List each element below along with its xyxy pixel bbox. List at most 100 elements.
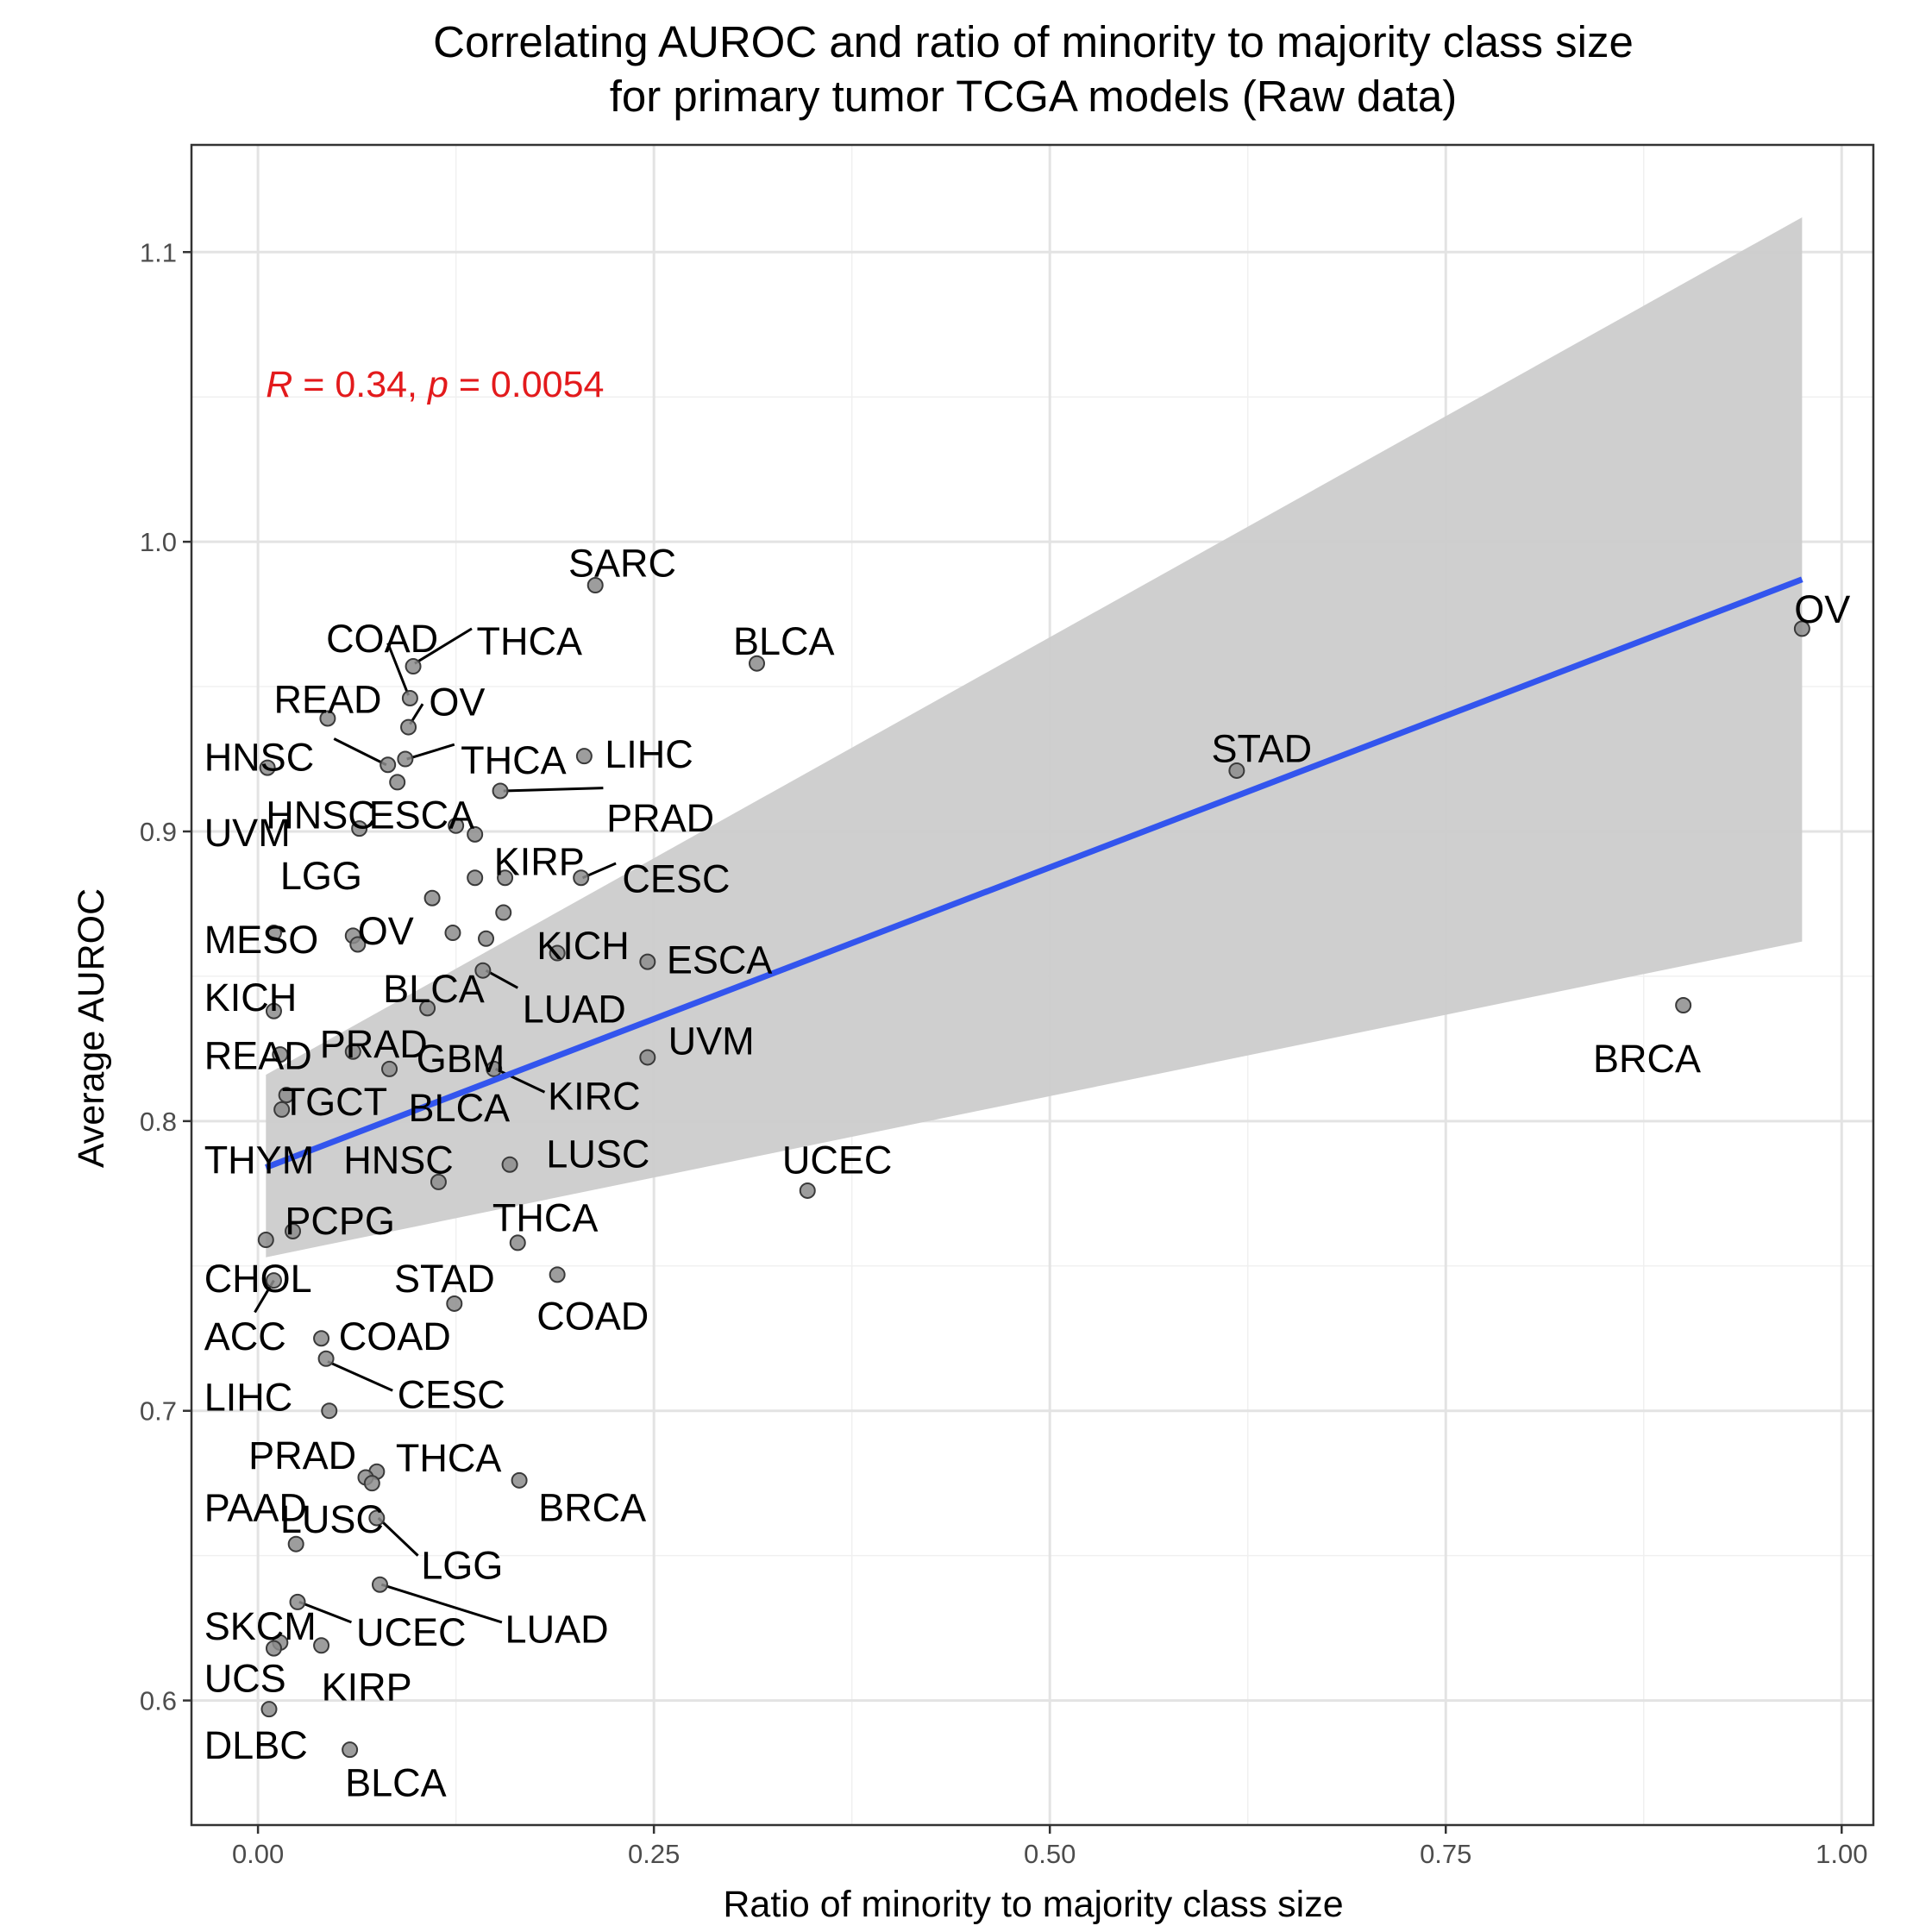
point-label: PRAD [606, 796, 714, 840]
data-point [273, 1101, 291, 1118]
point-label: KIRP [322, 1665, 412, 1709]
point-label: THCA [492, 1195, 599, 1239]
data-point [586, 577, 604, 594]
data-point [486, 1060, 503, 1077]
data-point [259, 759, 276, 776]
data-point [423, 889, 441, 906]
point-label: READ [273, 677, 381, 721]
data-point [400, 718, 417, 736]
label-leader-line [494, 1068, 546, 1094]
data-point [260, 1701, 278, 1718]
y-tick-label: 0.7 [140, 1396, 177, 1427]
data-point [575, 748, 593, 765]
data-point [321, 1402, 338, 1420]
y-tick-label: 0.8 [140, 1107, 177, 1137]
point-label: STAD [394, 1257, 495, 1301]
data-point [639, 1049, 656, 1066]
point-label: LUSC [546, 1132, 649, 1176]
point-label: BLCA [383, 967, 485, 1011]
data-point [509, 1234, 526, 1251]
data-point [278, 1087, 295, 1104]
data-point [289, 1593, 306, 1610]
point-label: LUAD [505, 1607, 609, 1651]
point-label: SKCM [204, 1604, 317, 1648]
data-point [363, 1475, 380, 1492]
point-label: LGG [280, 854, 362, 898]
point-label: SARC [568, 541, 676, 585]
label-leader-line [327, 1360, 393, 1392]
point-label: PCPG [285, 1199, 395, 1243]
data-point [265, 1272, 282, 1289]
point-label: COAD [339, 1314, 451, 1358]
point-label: CESC [398, 1372, 505, 1416]
data-point [380, 756, 397, 774]
data-point [1675, 997, 1692, 1014]
point-label: LIHC [605, 732, 693, 776]
data-point [344, 1043, 361, 1060]
point-label: ACC [204, 1314, 286, 1358]
label-leader-line [406, 743, 455, 761]
data-point [573, 869, 590, 887]
data-point [372, 1576, 389, 1593]
label-leader-line [386, 643, 410, 696]
point-label: BRCA [538, 1485, 646, 1529]
label-leader-line [298, 1600, 352, 1624]
regression-line [265, 576, 1803, 1170]
point-label: PRAD [248, 1433, 356, 1477]
point-label: GBM [417, 1037, 505, 1081]
point-label: HNSC [266, 794, 376, 837]
point-label: KIRP [494, 839, 585, 883]
data-point [405, 658, 422, 675]
point-label: UCS [204, 1657, 286, 1701]
confidence-band [266, 216, 1803, 1258]
data-point [446, 1295, 463, 1312]
y-tick-label: 0.9 [140, 817, 177, 847]
point-label: READ [204, 1033, 312, 1077]
point-label: OV [429, 681, 485, 724]
x-tick-label: 0.50 [1024, 1839, 1076, 1869]
point-label: HNSC [343, 1138, 454, 1182]
data-point [265, 1002, 282, 1019]
point-label: LUSC [280, 1497, 384, 1541]
data-point [313, 1637, 330, 1654]
point-label: MESO [204, 918, 319, 962]
data-point [285, 1222, 302, 1239]
point-label: BRCA [1593, 1037, 1701, 1081]
point-label: PRAD [320, 1022, 428, 1066]
y-tick-label: 1.0 [140, 527, 177, 557]
data-point [492, 782, 509, 800]
label-leader-line [503, 787, 604, 793]
point-label: THCA [396, 1436, 501, 1480]
point-label: CHOL [204, 1257, 312, 1301]
data-point [368, 1509, 386, 1527]
point-label: UVM [668, 1019, 755, 1063]
label-leader-line [333, 737, 387, 767]
plot-border [190, 143, 1875, 1827]
plot-area: SARC BLCA OV COAD THCA READ OV HNSC THCA LIHC PRAD… [140, 143, 1875, 1869]
point-label: TGCT [282, 1080, 387, 1124]
point-label: DLBC [204, 1723, 308, 1767]
data-point [342, 1741, 359, 1759]
point-label: KICH [204, 975, 298, 1019]
point-label: ESCA [667, 938, 773, 982]
x-tick-label: 0.25 [628, 1839, 680, 1869]
point-label: HNSC [204, 735, 315, 779]
data-point [317, 1350, 335, 1367]
point-label: THCA [461, 738, 567, 782]
point-label: STAD [1211, 726, 1312, 770]
data-point [1793, 620, 1810, 637]
y-tick-label: 1.1 [140, 237, 177, 267]
data-point [397, 750, 414, 768]
point-label: UCEC [356, 1610, 467, 1654]
data-point [467, 825, 484, 843]
point-label: BLCA [409, 1086, 511, 1130]
label-leader-line [414, 627, 473, 665]
point-label: OV [1794, 587, 1850, 631]
point-label: UVM [204, 811, 291, 855]
point-label: COAD [326, 617, 438, 661]
data-point [401, 689, 418, 706]
label-leader-line [377, 1516, 419, 1557]
data-point [419, 1000, 436, 1017]
point-label: COAD [536, 1295, 649, 1339]
x-tick-label: 1.00 [1816, 1839, 1867, 1869]
